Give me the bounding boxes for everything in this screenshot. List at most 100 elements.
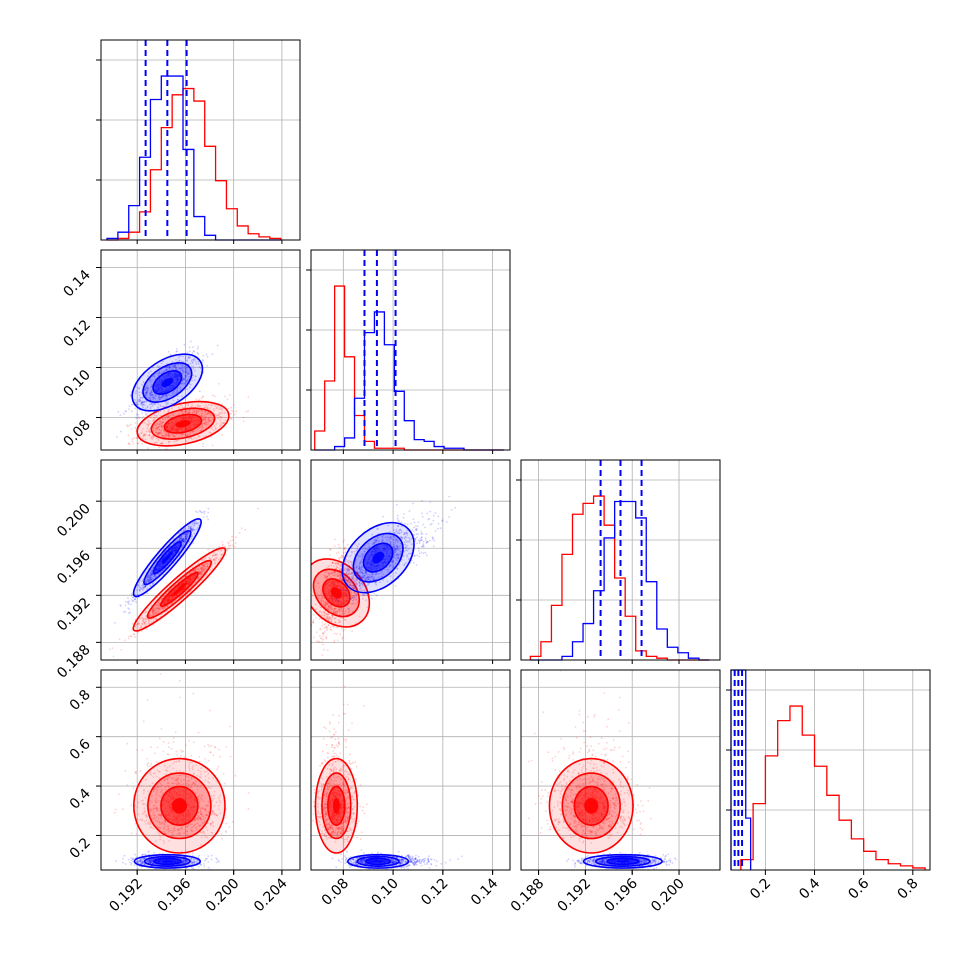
scatter-point xyxy=(203,558,206,561)
scatter-point xyxy=(375,539,378,542)
scatter-point xyxy=(163,606,165,609)
scatter-point xyxy=(201,412,203,415)
scatter-point xyxy=(144,394,147,397)
scatter-point xyxy=(408,552,410,555)
scatter-point xyxy=(183,538,185,541)
scatter-point xyxy=(326,649,329,652)
scatter-point xyxy=(321,595,324,598)
scatter-point xyxy=(358,572,360,575)
scatter-point xyxy=(360,567,363,569)
scatter-point xyxy=(144,386,147,389)
scatter-point xyxy=(347,581,350,583)
scatter-point xyxy=(153,611,156,614)
scatter-point xyxy=(347,579,349,581)
scatter-point xyxy=(181,539,183,542)
scatter-point xyxy=(189,371,191,374)
scatter-point xyxy=(184,365,187,368)
scatter-point xyxy=(193,524,196,527)
scatter-point xyxy=(321,614,324,617)
scatter-point xyxy=(159,432,161,435)
scatter-point xyxy=(353,592,356,594)
scatter-point xyxy=(180,435,183,438)
scatter-point xyxy=(317,597,320,600)
scatter-point xyxy=(187,412,190,414)
scatter-point xyxy=(324,601,327,604)
scatter-point xyxy=(148,575,151,578)
scatter-point xyxy=(161,434,164,437)
scatter-point xyxy=(161,394,164,397)
scatter-point xyxy=(140,401,143,404)
panel-frame xyxy=(730,669,931,871)
scatter-point xyxy=(153,397,155,400)
scatter-point xyxy=(141,630,143,633)
scatter-point xyxy=(158,602,161,605)
scatter-point xyxy=(336,611,338,614)
scatter-point xyxy=(185,381,188,383)
scatter-point xyxy=(201,410,204,412)
scatter-point xyxy=(140,432,143,434)
scatter-point xyxy=(149,379,151,382)
scatter-point xyxy=(153,403,156,406)
scatter-point xyxy=(395,530,398,533)
scatter-point xyxy=(171,602,174,604)
scatter-point xyxy=(146,447,149,450)
scatter-point xyxy=(344,576,347,579)
scatter-point xyxy=(409,552,412,555)
scatter-point xyxy=(149,391,151,394)
scatter-point xyxy=(140,396,143,399)
scatter-point xyxy=(173,541,176,544)
scatter-point xyxy=(136,403,138,406)
scatter-point xyxy=(229,544,232,547)
scatter-point xyxy=(187,531,190,533)
scatter-point xyxy=(193,528,196,531)
scatter-point xyxy=(331,614,334,617)
scatter-point xyxy=(210,419,213,422)
scatter-point xyxy=(193,569,196,572)
scatter-point xyxy=(181,433,184,435)
scatter-point xyxy=(143,389,146,391)
scatter-point xyxy=(209,558,212,560)
scatter-point xyxy=(352,602,355,605)
scatter-point xyxy=(191,528,194,531)
scatter-point xyxy=(327,573,330,575)
scatter-point xyxy=(164,606,167,609)
scatter-point xyxy=(392,546,395,548)
scatter-point xyxy=(203,435,206,438)
scatter-point xyxy=(168,366,171,369)
scatter-point xyxy=(318,635,321,637)
scatter-point xyxy=(158,446,160,449)
scatter-point xyxy=(336,639,339,642)
scatter-point xyxy=(147,580,150,583)
scatter-point xyxy=(130,410,133,413)
scatter-point xyxy=(356,572,359,574)
scatter-point xyxy=(155,427,158,430)
scatter-point xyxy=(149,615,152,618)
scatter-point xyxy=(361,598,364,600)
scatter-point xyxy=(147,396,150,399)
scatter-point xyxy=(202,570,204,573)
scatter-point xyxy=(242,420,245,423)
scatter-point xyxy=(226,548,229,551)
scatter-point xyxy=(347,568,350,571)
scatter-point xyxy=(144,618,147,621)
scatter-point xyxy=(355,549,358,552)
scatter-point xyxy=(176,391,179,394)
scatter-point xyxy=(375,540,378,542)
scatter-point xyxy=(191,535,194,537)
scatter-point xyxy=(132,442,135,445)
scatter-point xyxy=(161,442,164,444)
scatter-point xyxy=(167,415,170,418)
scatter-point xyxy=(137,413,139,416)
scatter-point xyxy=(245,410,248,413)
scatter-point xyxy=(340,563,342,566)
scatter-point xyxy=(141,584,143,587)
scatter-point xyxy=(207,507,210,510)
scatter-point xyxy=(337,619,340,622)
scatter-point xyxy=(163,410,166,412)
scatter-point xyxy=(208,416,211,419)
scatter-point xyxy=(211,444,214,447)
scatter-point xyxy=(139,588,141,591)
scatter-point xyxy=(159,405,162,407)
scatter-point xyxy=(201,359,204,361)
scatter-point xyxy=(145,394,148,396)
